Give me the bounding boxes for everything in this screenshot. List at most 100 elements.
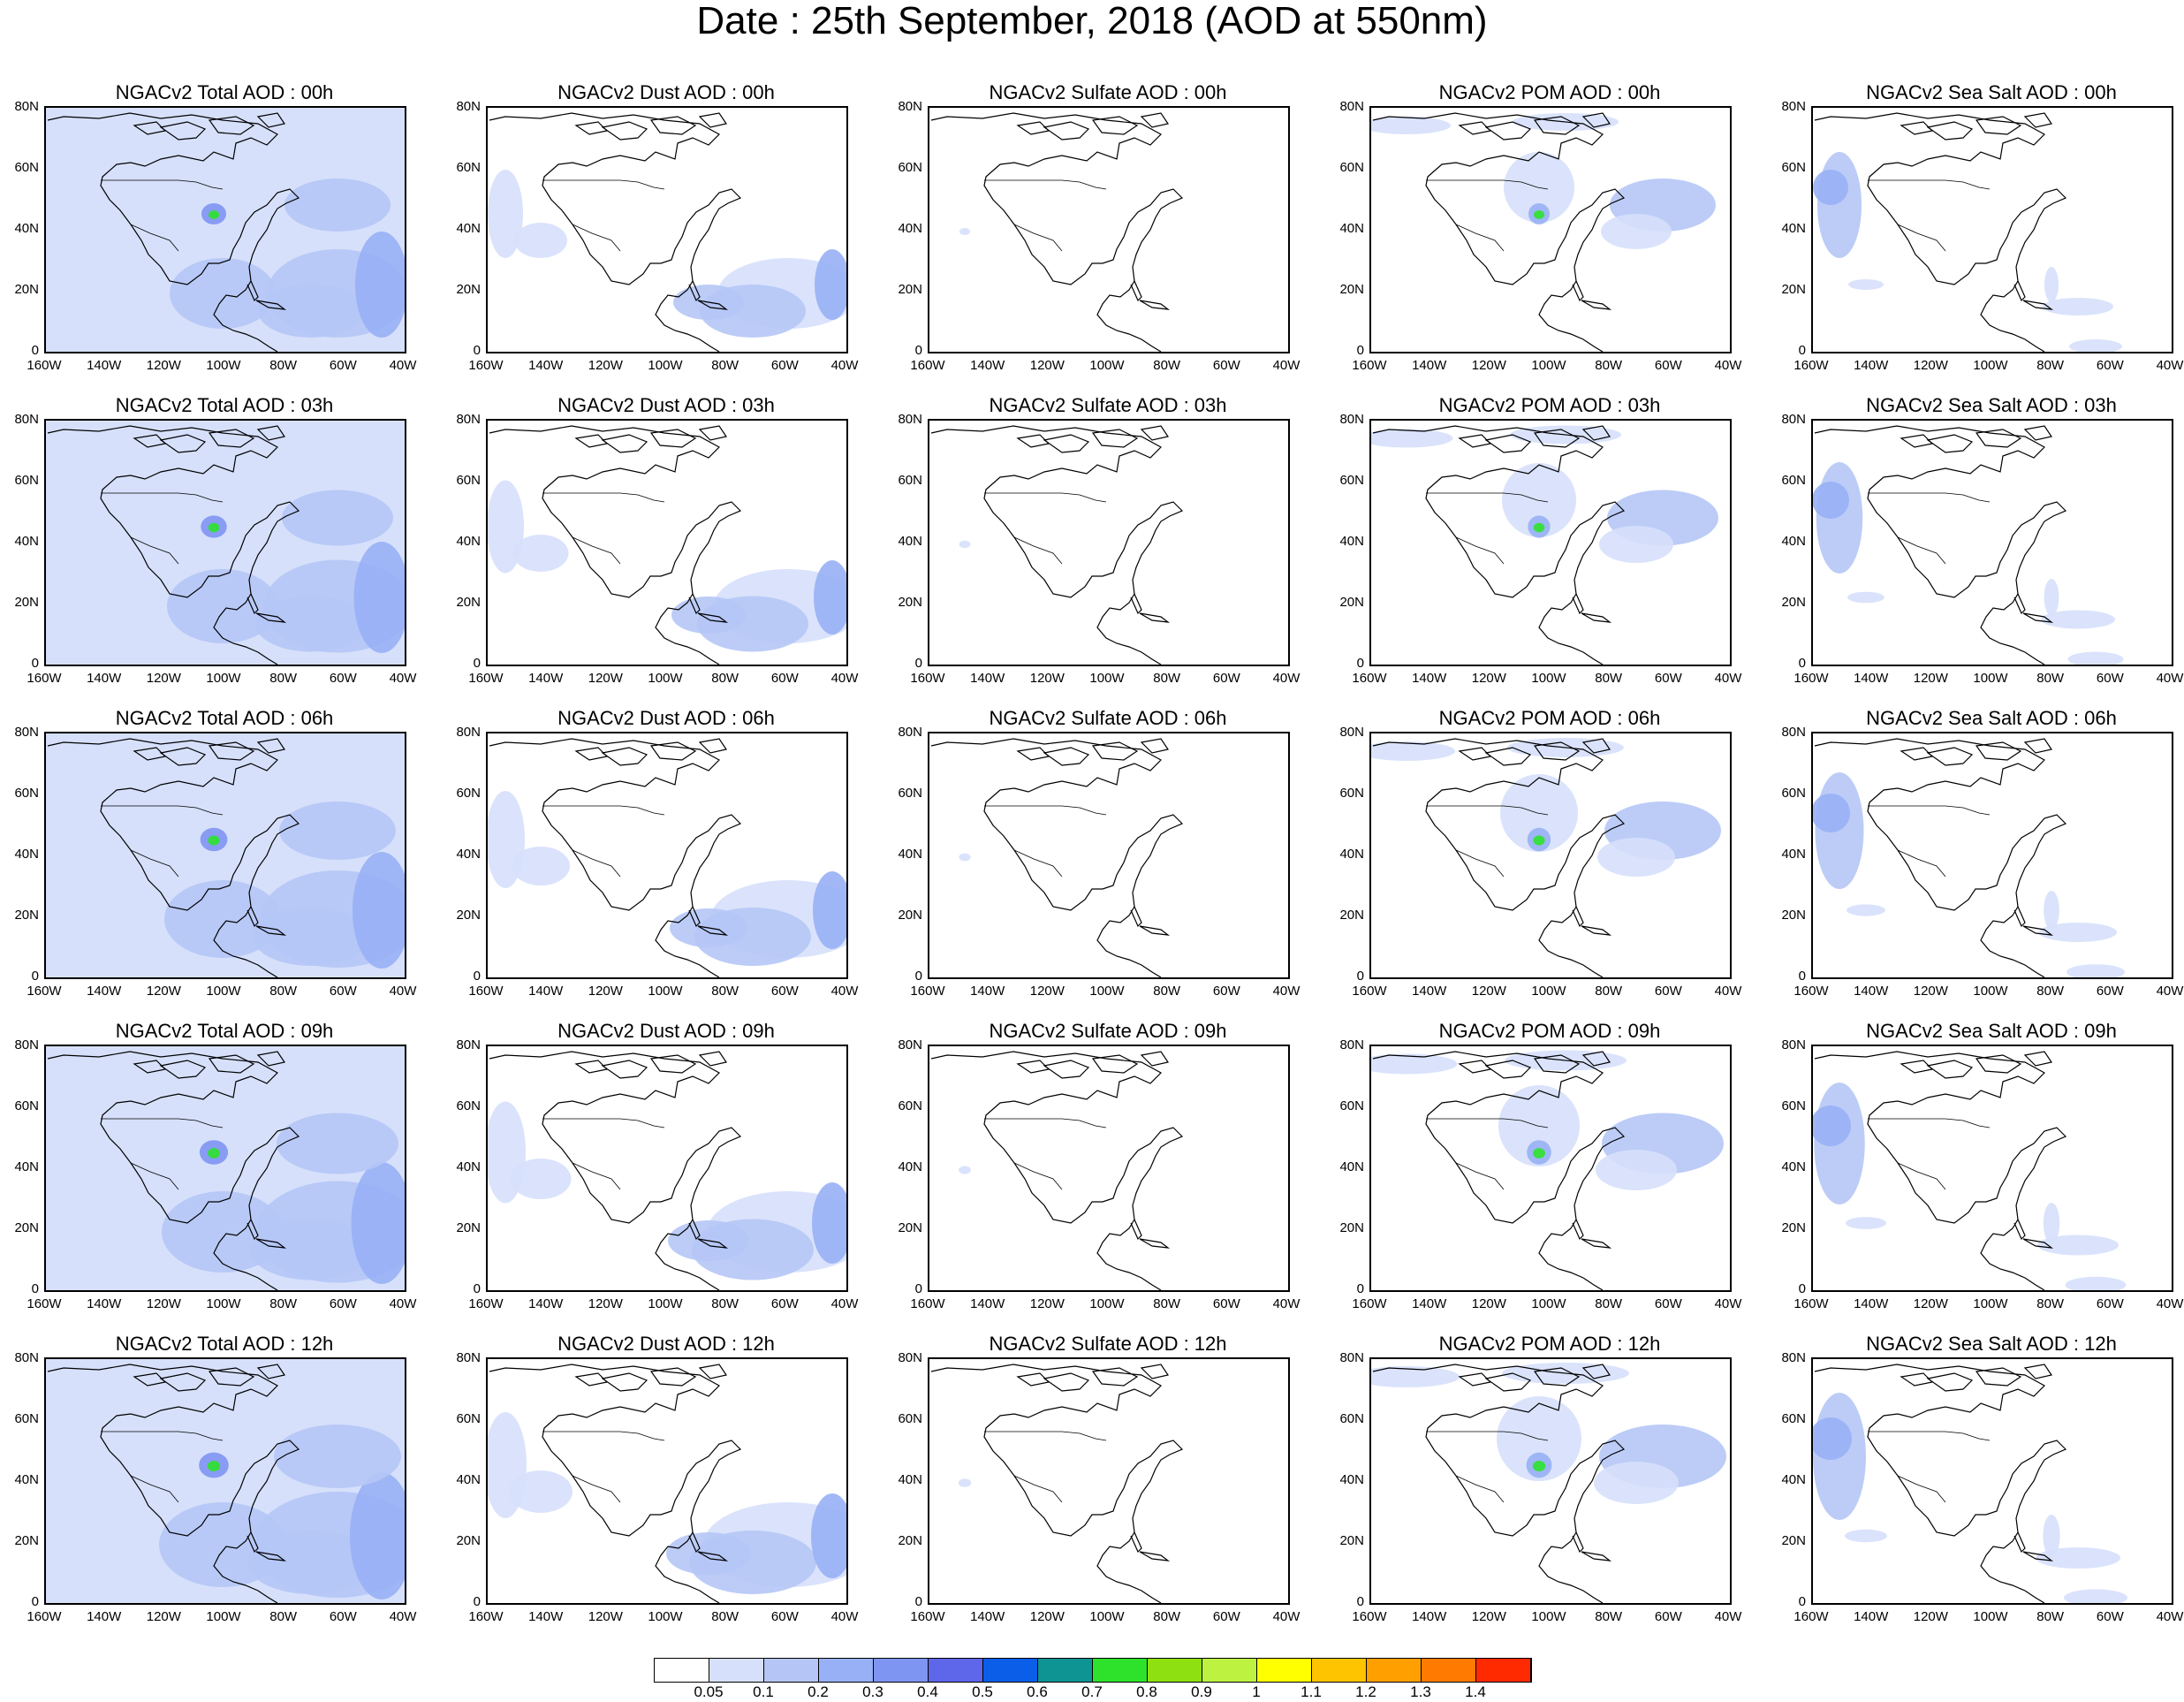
y-tick-label: 40N (898, 534, 922, 549)
aod-map (46, 421, 405, 665)
y-tick-label: 60N (1781, 160, 1806, 175)
y-tick-label: 40N (1781, 221, 1806, 236)
aod-map (930, 1364, 1184, 1603)
colorbar-label: 0.3 (862, 1683, 883, 1700)
country-borders (542, 179, 665, 252)
x-tick-label: 60W (1654, 1609, 1682, 1624)
country-borders (1868, 492, 1991, 565)
x-tick-label: 120W (1029, 1296, 1065, 1311)
x-tick-label: 140W (1854, 1609, 1889, 1624)
panel-title: NGACv2 POM AOD : 06h (1438, 707, 1661, 729)
y-tick-label: 0 (1798, 343, 1806, 358)
x-tick-label: 140W (528, 358, 564, 373)
aod-plume (813, 871, 846, 949)
x-tick-label: 60W (2096, 671, 2124, 686)
aod-plume (279, 802, 396, 860)
map-frame (1369, 1357, 1732, 1605)
x-tick-label: 160W (27, 671, 62, 686)
y-tick-label: 20N (1339, 1220, 1364, 1235)
aod-plume (2039, 923, 2117, 942)
y-tick-label: 80N (1339, 1350, 1364, 1365)
x-tick-label: 60W (329, 1296, 357, 1311)
colorbar-swatch (929, 1659, 983, 1682)
x-tick-label: 120W (588, 984, 623, 999)
x-tick-label: 100W (1531, 671, 1566, 686)
y-tick-label: 20N (456, 1220, 481, 1235)
colorbar-label: 0.2 (808, 1683, 829, 1700)
aod-plume (258, 285, 364, 338)
y-tick-label: 0 (914, 1594, 922, 1609)
panel-title: NGACv2 Sea Salt AOD : 00h (1866, 81, 2117, 103)
y-tick-label: 40N (456, 1472, 481, 1487)
x-tick-label: 60W (329, 671, 357, 686)
map-frame (44, 732, 406, 979)
aod-plume (282, 490, 393, 546)
aod-plume (159, 1502, 286, 1587)
x-tick-label: 100W (1531, 358, 1566, 373)
x-tick-label: 120W (146, 671, 181, 686)
x-tick-label: 160W (1352, 984, 1387, 999)
y-tick-label: 20N (1781, 1220, 1806, 1235)
aod-plume (2066, 964, 2125, 977)
y-tick-label: 80N (1339, 412, 1364, 427)
aod-map (46, 733, 405, 977)
y-tick-label: 20N (1339, 595, 1364, 610)
aod-plume (2067, 651, 2124, 665)
x-tick-label: 100W (206, 358, 241, 373)
aod-plume (509, 1470, 573, 1513)
aod-map (488, 738, 846, 977)
x-tick-label: 80W (1153, 1296, 1181, 1311)
coastlines (1372, 112, 1626, 352)
x-tick-label: 100W (648, 984, 683, 999)
aod-plume (1813, 1417, 1852, 1460)
y-tick-label: 60N (14, 1411, 39, 1426)
x-tick-label: 80W (269, 984, 298, 999)
aod-plume (355, 232, 405, 338)
x-tick-label: 120W (1029, 984, 1065, 999)
aod-plume (1534, 210, 1544, 219)
panel-title: NGACv2 Sulfate AOD : 12h (989, 1333, 1227, 1355)
aod-plume (1848, 279, 1884, 290)
x-tick-label: 80W (1595, 984, 1623, 999)
coastlines (489, 425, 742, 665)
x-tick-label: 80W (2036, 671, 2065, 686)
map-frame (44, 1357, 406, 1605)
aod-plume (1533, 522, 1545, 533)
x-tick-label: 160W (468, 1296, 504, 1311)
aod-plume (1371, 1053, 1458, 1075)
panel-title: NGACv2 Total AOD : 00h (115, 81, 334, 103)
country-borders (1868, 179, 1991, 252)
y-tick-label: 0 (1356, 1281, 1364, 1296)
y-tick-label: 60N (14, 160, 39, 175)
y-tick-label: 80N (456, 725, 481, 740)
x-tick-label: 60W (2096, 1609, 2124, 1624)
x-tick-label: 40W (830, 1296, 859, 1311)
y-tick-label: 60N (1781, 473, 1806, 488)
x-tick-label: 140W (87, 984, 122, 999)
coastlines (1814, 738, 2067, 977)
x-tick-label: 100W (206, 1609, 241, 1624)
aod-map (1371, 1050, 1724, 1290)
x-tick-label: 40W (389, 358, 417, 373)
x-tick-label: 80W (711, 1296, 739, 1311)
x-tick-label: 80W (1595, 1609, 1623, 1624)
aod-plume (1813, 1106, 1851, 1146)
aod-map (46, 1046, 405, 1290)
x-tick-label: 140W (970, 1609, 1005, 1624)
aod-plume (209, 210, 219, 219)
x-tick-label: 120W (146, 1296, 181, 1311)
x-tick-label: 100W (1973, 1609, 2008, 1624)
y-tick-label: 20N (1781, 282, 1806, 297)
x-tick-label: 100W (648, 1296, 683, 1311)
x-tick-label: 140W (528, 1609, 564, 1624)
y-tick-label: 20N (14, 282, 39, 297)
map-frame (1369, 106, 1732, 353)
colorbar-label: 0.7 (1081, 1683, 1103, 1700)
x-tick-label: 160W (1793, 671, 1829, 686)
x-tick-label: 40W (389, 1609, 417, 1624)
country-borders (1868, 805, 1991, 878)
aod-plume (812, 1182, 846, 1264)
aod-map (46, 1359, 405, 1603)
aod-plume (1371, 429, 1453, 448)
y-tick-label: 60N (14, 473, 39, 488)
